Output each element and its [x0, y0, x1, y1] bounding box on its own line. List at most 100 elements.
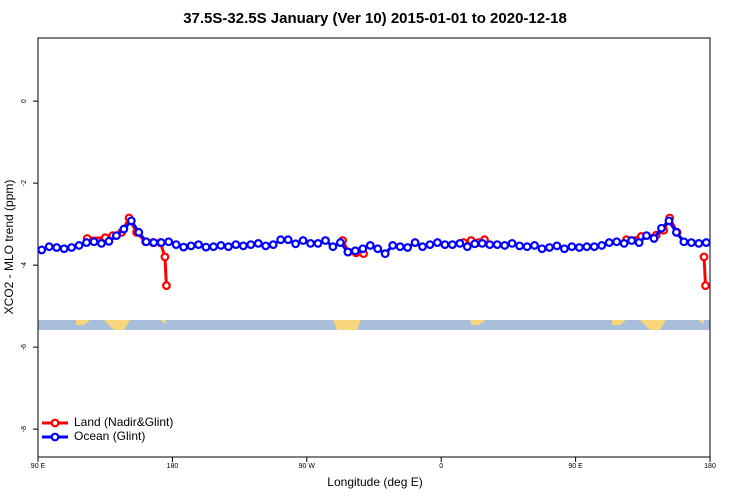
- legend-marker: [50, 418, 60, 428]
- data-point: [350, 246, 360, 256]
- data-point: [500, 241, 510, 250]
- data-point: [171, 240, 181, 250]
- data-point: [119, 224, 129, 234]
- legend-label: Land (Nadir&Glint): [74, 415, 173, 429]
- legend-marker: [50, 432, 60, 442]
- data-point: [141, 237, 151, 247]
- data-point: [425, 240, 435, 250]
- data-point: [162, 281, 171, 291]
- data-point: [283, 235, 293, 245]
- x-tick-label: 90 W: [299, 463, 316, 470]
- y-tick-label: -8: [21, 426, 28, 432]
- x-tick-label: 0: [439, 463, 443, 470]
- data-point: [313, 239, 323, 248]
- data-point: [545, 243, 554, 252]
- plot-frame: [37, 37, 711, 458]
- data-point: [82, 238, 91, 247]
- data-point: [52, 243, 62, 252]
- data-point: [373, 244, 383, 254]
- data-point: [388, 241, 398, 250]
- data-point: [627, 236, 636, 245]
- data-point: [619, 239, 629, 248]
- data-point: [522, 242, 532, 252]
- x-tick-label: 90 E: [568, 463, 583, 470]
- y-tick-label: -2: [21, 180, 28, 186]
- data-point: [261, 241, 271, 251]
- data-point: [97, 239, 106, 248]
- data-point: [201, 242, 211, 252]
- data-point: [268, 240, 278, 250]
- data-point: [597, 241, 607, 250]
- data-point: [209, 242, 218, 252]
- data-point: [589, 242, 599, 252]
- data-point: [134, 227, 144, 237]
- data-point: [59, 244, 69, 254]
- data-point: [67, 243, 76, 252]
- data-point: [537, 244, 547, 254]
- data-point: [89, 237, 99, 247]
- data-point: [477, 239, 487, 248]
- data-point: [104, 236, 114, 246]
- map-strip: [38, 320, 710, 330]
- data-point: [403, 243, 413, 252]
- data-point: [126, 216, 136, 226]
- data-point: [455, 239, 465, 248]
- data-point: [164, 237, 174, 247]
- x-axis-label: Longitude (deg E): [327, 475, 422, 489]
- data-point: [111, 231, 121, 241]
- y-tick-label: -4: [21, 262, 28, 268]
- data-point: [552, 241, 562, 251]
- data-point: [567, 242, 577, 252]
- data-point: [358, 244, 368, 254]
- data-point: [485, 240, 495, 250]
- data-point: [149, 238, 159, 247]
- data-point: [160, 252, 170, 262]
- data-point: [582, 242, 592, 252]
- data-point: [699, 252, 709, 262]
- data-point: [448, 240, 457, 250]
- data-point: [365, 241, 375, 250]
- data-point: [306, 239, 315, 248]
- data-point: [186, 241, 196, 251]
- data-point: [291, 239, 301, 249]
- data-point: [418, 242, 427, 252]
- data-point: [515, 241, 524, 251]
- y-tick-label: -6: [21, 344, 28, 350]
- data-point: [433, 238, 442, 247]
- data-point: [462, 242, 472, 252]
- data-point: [179, 242, 189, 252]
- data-point: [612, 237, 622, 247]
- data-point: [321, 236, 330, 245]
- data-point: [642, 231, 651, 241]
- data-point: [440, 240, 450, 250]
- ocean-strip: [38, 320, 710, 330]
- data-point: [276, 235, 286, 245]
- data-point: [657, 223, 666, 233]
- data-point: [507, 239, 517, 248]
- data-point: [336, 238, 345, 247]
- data-point: [560, 244, 569, 254]
- data-point: [194, 240, 203, 250]
- land-strip: [76, 320, 704, 330]
- data-point: [223, 242, 233, 252]
- data-point: [634, 238, 644, 247]
- data-point: [492, 240, 502, 250]
- data-point: [246, 240, 256, 250]
- data-point: [328, 242, 338, 252]
- data-point: [679, 237, 689, 247]
- data-point: [701, 281, 710, 291]
- data-point: [238, 241, 248, 251]
- data-point: [530, 241, 539, 250]
- data-point: [470, 239, 480, 249]
- data-point: [343, 247, 353, 257]
- x-tick-label: 90 E: [31, 463, 46, 470]
- data-point: [664, 216, 674, 226]
- y-tick-label: 0: [21, 99, 28, 103]
- data-point: [574, 243, 584, 252]
- data-point: [395, 242, 405, 252]
- data-point: [298, 236, 308, 245]
- data-point: [231, 240, 241, 250]
- data-point: [604, 238, 614, 247]
- data-point: [649, 234, 659, 243]
